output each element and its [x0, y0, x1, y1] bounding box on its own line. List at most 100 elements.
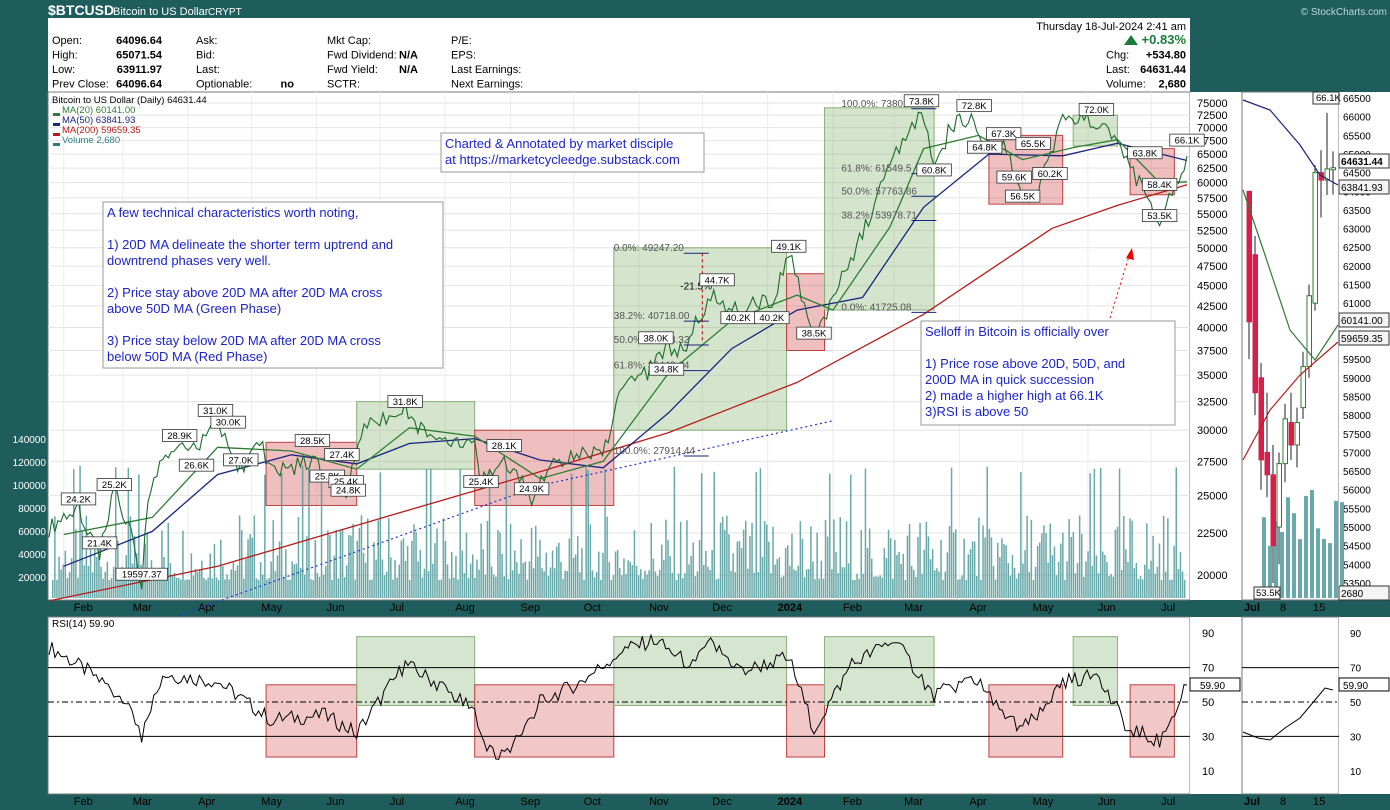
- price-callout-box: [956, 99, 992, 113]
- volume-bar: [1181, 571, 1184, 598]
- volume-bar: [835, 551, 837, 598]
- price-callout: 19597.37: [122, 570, 162, 581]
- volume-bar: [157, 573, 159, 598]
- inset-ma20-line: [1242, 189, 1339, 362]
- volume-bar: [640, 569, 642, 598]
- volume-bar: [749, 536, 751, 598]
- volume-bar: [1091, 565, 1093, 598]
- volume-bar: [1034, 566, 1037, 598]
- volume-bar: [64, 550, 67, 598]
- volume-bar: [165, 567, 167, 598]
- volume-bar: [1030, 519, 1033, 598]
- volume-bar: [810, 526, 812, 598]
- price-tick: 62500: [1197, 163, 1228, 175]
- volume-bar: [1095, 555, 1098, 598]
- volume-bar: [595, 571, 598, 598]
- volume-bar: [858, 578, 860, 598]
- volume-bar: [262, 574, 264, 598]
- price-callout-box: [1015, 136, 1051, 150]
- volume-bar: [589, 524, 592, 598]
- ma50-line: [63, 142, 1188, 567]
- volume-bar: [787, 545, 789, 598]
- rsi-green-phase: [1072, 636, 1118, 706]
- volume-bar: [325, 565, 327, 598]
- volume-bar: [457, 579, 459, 598]
- inset-volume-bar: [1328, 543, 1332, 598]
- volume-bar: [356, 540, 358, 598]
- volume-bar: [948, 526, 951, 598]
- volume-bar: [335, 530, 337, 598]
- month-label: Aug: [455, 602, 475, 614]
- volume-bar: [1104, 555, 1106, 598]
- volume-bar: [312, 579, 314, 598]
- volume-bar: [1001, 538, 1003, 598]
- volume-bar: [331, 579, 333, 598]
- price-callout: 73.8K: [909, 96, 934, 107]
- technical-notes-line: above 50D MA (Green Phase): [107, 301, 281, 316]
- volume-bar: [444, 540, 447, 598]
- technical-notes-line: downtrend phases very well.: [107, 253, 271, 268]
- volume-bar: [1089, 473, 1091, 598]
- volume-bar: [238, 515, 241, 598]
- inset-candle-body: [1252, 254, 1258, 394]
- volume-bar: [476, 559, 478, 598]
- volume-bar: [1148, 569, 1150, 598]
- inset-candle-body: [1330, 167, 1336, 171]
- volume-bar: [967, 554, 970, 598]
- price-callout: 72.0K: [1084, 105, 1109, 116]
- month-label: Mar: [904, 796, 923, 808]
- inset-axis: [1339, 92, 1390, 600]
- volume-bar: [243, 578, 245, 598]
- volume-bar: [598, 551, 600, 598]
- month-label: Sep: [521, 796, 541, 808]
- rsi-value: 59.90: [1200, 681, 1225, 692]
- inset-candle-body: [1246, 190, 1252, 323]
- volume-bar: [1078, 515, 1081, 598]
- volume-bar: [175, 577, 178, 598]
- price-callout: 28.9K: [167, 431, 192, 442]
- quote-value: N/A: [399, 50, 418, 62]
- percent-change: +0.83%: [1142, 32, 1187, 47]
- volume-bar: [516, 562, 518, 598]
- volume-bar: [644, 570, 646, 598]
- inset-candle-body: [1288, 422, 1294, 446]
- volume-bar: [535, 525, 537, 598]
- volume-bar: [549, 567, 552, 598]
- volume-bar: [96, 556, 98, 598]
- month-label: Jun: [327, 796, 345, 808]
- volume-bar: [902, 553, 904, 598]
- volume-bar: [931, 548, 934, 598]
- volume-bar: [199, 569, 201, 598]
- volume-bar: [637, 575, 640, 598]
- volume-bar: [574, 554, 577, 598]
- volume-bar: [60, 569, 62, 598]
- volume-bar: [259, 561, 262, 598]
- volume-bar: [1041, 533, 1043, 598]
- fib-level-label: 61.8%: 61549.5: [841, 164, 911, 175]
- volume-bar: [287, 579, 289, 598]
- volume-bar: [543, 571, 545, 598]
- volume-bar: [1049, 523, 1051, 598]
- inset-tick: 63500: [1343, 206, 1371, 217]
- volume-bar: [442, 518, 445, 598]
- volume-bar: [621, 575, 623, 598]
- quote-value: 65071.54: [116, 50, 163, 62]
- volume-bar: [610, 579, 613, 598]
- volume-bar: [885, 558, 888, 598]
- price-callout-box: [1032, 167, 1068, 180]
- volume-bar: [1160, 579, 1163, 598]
- inset-tick: 66000: [1343, 113, 1371, 124]
- volume-bar: [276, 555, 279, 598]
- volume-bar: [917, 537, 919, 598]
- volume-bar: [1162, 515, 1165, 598]
- inset-high-callout-box: [1312, 91, 1340, 105]
- quote-value: no: [281, 79, 295, 91]
- volume-bar: [1123, 515, 1125, 598]
- volume-bar: [860, 530, 862, 598]
- volume-bar: [969, 549, 972, 598]
- price-tick: 75000: [1197, 98, 1228, 110]
- volume-bar: [629, 561, 631, 598]
- volume-bar: [121, 566, 123, 598]
- volume-bar: [161, 530, 163, 598]
- volume-bar: [493, 574, 495, 598]
